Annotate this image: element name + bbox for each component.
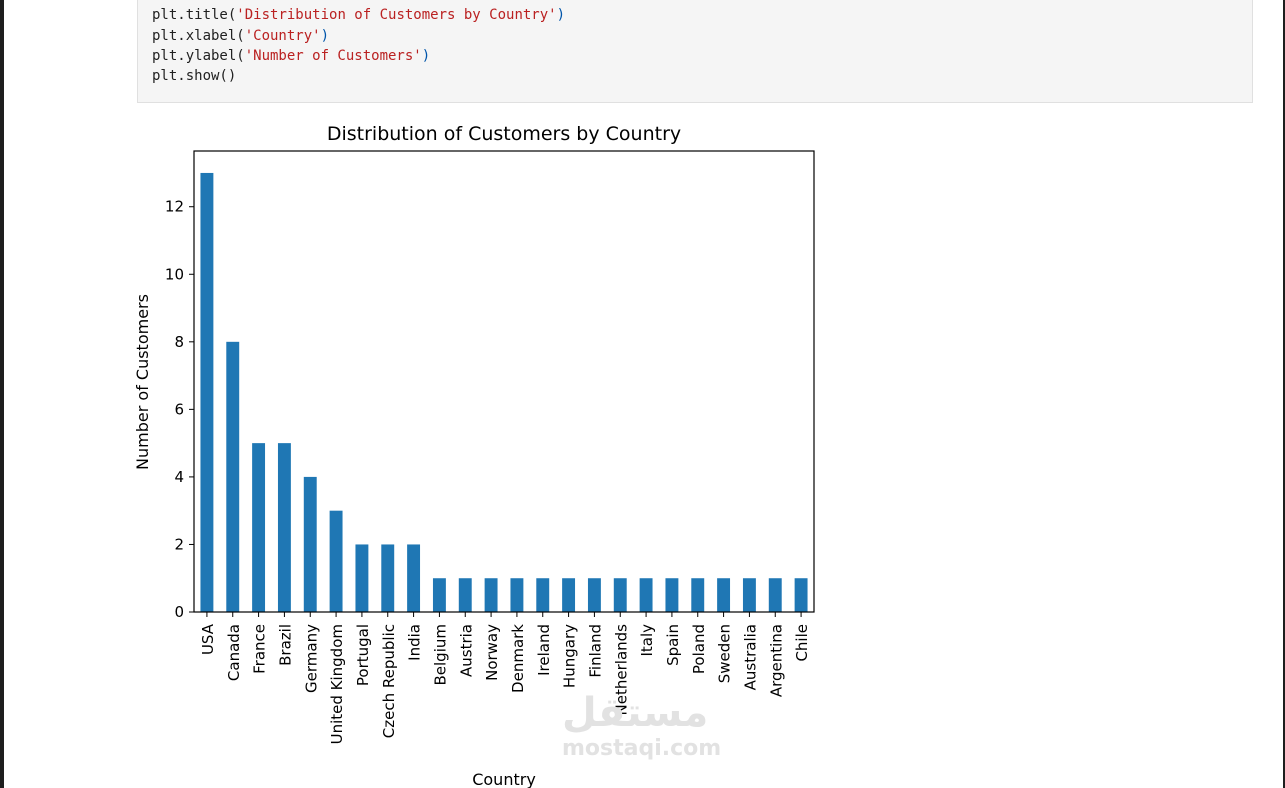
y-tick-label: 2 [174,535,184,553]
y-tick-label: 8 [174,333,184,351]
bars-group [200,172,808,612]
bar-italy [639,578,653,612]
bar-norway [484,578,498,612]
x-tick-label: Netherlands [612,624,630,716]
bar-brazil [277,443,291,612]
bar-united-kingdom [329,510,343,612]
bar-germany [303,476,317,612]
x-tick-label: Czech Republic [380,624,398,738]
x-axis-ticks: USA Canada France Brazil Germany United Kingd… [199,612,811,744]
bar-argentina [768,578,782,612]
x-tick-label: India [406,624,424,661]
x-tick-label: USA [199,623,217,655]
x-tick-label: Portugal [354,624,372,686]
x-tick-label: Sweden [716,624,734,683]
bar-australia [742,578,756,612]
y-tick-label: 4 [174,468,184,486]
code-line: plt.title('Distribution of Customers by … [152,7,566,23]
x-tick-label: Germany [302,624,320,693]
x-tick-label: Norway [483,624,501,681]
window-left-edge [0,0,4,788]
bar-india [407,544,421,612]
code-line: plt.ylabel('Number of Customers') [152,48,431,64]
x-tick-label: Finland [586,624,604,678]
code-cell[interactable]: plt.title('Distribution of Customers by … [137,0,1253,103]
x-tick-label: Ireland [535,624,553,676]
bar-chart: Distribution of Customers by Country 0 2 4… [133,123,815,788]
bar-poland [691,578,705,612]
bar-finland [587,578,601,612]
bar-belgium [432,578,446,612]
code-line: plt.xlabel('Country') [152,28,330,44]
bar-czech-republic [381,544,395,612]
bar-sweden [717,578,731,612]
y-axis-ticks: 0 2 4 6 8 10 12 [165,198,194,621]
x-tick-label: Australia [741,624,759,690]
x-tick-label: France [251,624,269,674]
x-tick-label: Chile [793,624,811,662]
plot-frame [193,150,815,613]
bar-chile [794,578,808,612]
y-tick-label: 10 [165,265,184,283]
y-axis-label: Number of Customers [133,294,152,470]
y-tick-label: 12 [165,198,184,216]
bar-austria [458,578,472,612]
x-tick-label: Italy [638,624,656,657]
x-tick-label: Canada [225,624,243,681]
bar-ireland [536,578,550,612]
x-tick-label: Poland [690,624,708,674]
x-tick-label: Argentina [767,624,785,697]
bar-canada [226,341,240,612]
code-line: plt.show() [152,68,237,84]
x-tick-label: Belgium [431,624,449,686]
bar-spain [665,578,679,612]
bar-france [252,443,266,612]
x-tick-label: Austria [457,624,475,677]
bar-usa [200,172,214,612]
bar-portugal [355,544,369,612]
chart-title: Distribution of Customers by Country [327,123,681,145]
bar-denmark [510,578,524,612]
x-tick-label: Brazil [276,624,294,666]
x-tick-label: United Kingdom [328,624,346,744]
x-tick-label: Spain [664,624,682,666]
x-tick-label: Denmark [509,624,527,693]
bar-hungary [562,578,576,612]
x-axis-label: Country [472,770,536,788]
y-tick-label: 6 [174,400,184,418]
bar-netherlands [613,578,627,612]
y-tick-label: 0 [174,603,184,621]
x-tick-label: Hungary [561,624,579,688]
window-right-edge [1283,0,1285,788]
